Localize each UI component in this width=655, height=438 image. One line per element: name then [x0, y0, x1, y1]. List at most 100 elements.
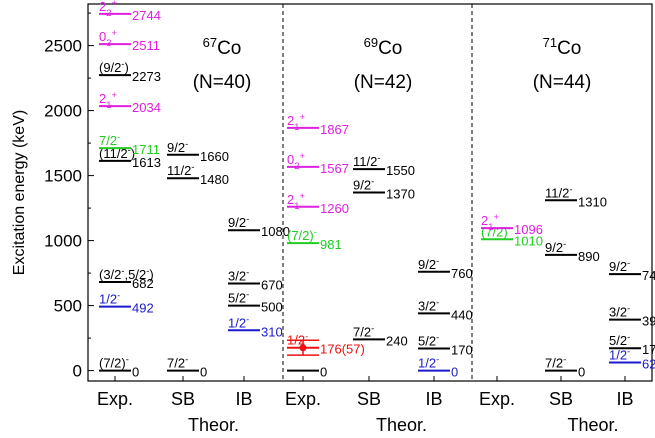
- x-column-label: SB: [357, 389, 381, 409]
- level-energy-label: 172: [642, 342, 655, 357]
- level-energy-label: 890: [578, 249, 600, 264]
- level-energy-label: 1096: [514, 222, 543, 237]
- level-energy-label: 1080: [261, 224, 290, 239]
- y-tick-label: 1500: [44, 167, 82, 186]
- x-column-label: Exp.: [285, 389, 321, 409]
- nucleus-name: 69Co: [364, 35, 403, 60]
- level-energy-label: 0: [451, 365, 458, 380]
- level-energy-label: 176(57): [320, 342, 365, 357]
- level-spin-label: 1/2-: [99, 291, 120, 307]
- x-column-label: SB: [549, 389, 573, 409]
- x-theory-label: Theor.: [188, 415, 239, 435]
- level-energy-label: 1660: [200, 149, 229, 164]
- level-energy-label: 62: [642, 357, 655, 372]
- x-column-label: IB: [616, 389, 633, 409]
- neutron-number-label: (N=44): [533, 72, 592, 93]
- level-energy-label: 682: [132, 276, 154, 291]
- x-theory-label: Theor.: [376, 415, 427, 435]
- level-energy-label: 440: [451, 307, 473, 322]
- x-column-label: IB: [425, 389, 442, 409]
- level-spin-label: 7/2-: [353, 323, 374, 339]
- level-energy-label: 1370: [386, 187, 415, 202]
- level-spin-label: (9/2-): [99, 59, 129, 75]
- nucleus-name: 67Co: [203, 35, 242, 60]
- level-spin-label: (7/2)-: [99, 355, 129, 371]
- level-spin-label: 11/2-: [167, 162, 194, 178]
- level-spin-label: 02+: [287, 151, 305, 171]
- level-energy-label: 1260: [320, 201, 349, 216]
- level-energy-label: 670: [261, 278, 283, 293]
- y-tick-label: 2500: [44, 37, 82, 56]
- y-tick-label: 2000: [44, 102, 82, 121]
- level-energy-label: 1480: [200, 172, 229, 187]
- level-spin-label: 21+: [287, 191, 305, 211]
- level-spin-label: 22+: [99, 0, 117, 18]
- level-energy-label: 1310: [578, 194, 607, 209]
- y-tick-label: 500: [54, 297, 82, 316]
- level-spin-label: 11/2-: [545, 184, 572, 200]
- level-spin-label: 9/2-: [609, 258, 630, 274]
- uncertainty-point: [299, 344, 307, 352]
- level-spin-label: 21+: [481, 212, 499, 232]
- level-energy-label: 0: [320, 365, 327, 380]
- level-energy-label: 0: [578, 365, 585, 380]
- level-spin-label: 7/2-: [545, 355, 566, 371]
- level-energy-label: 742: [642, 268, 655, 283]
- level-spin-label: 9/2-: [228, 214, 249, 230]
- level-energy-label: 170: [451, 343, 473, 358]
- neutron-number-label: (N=40): [193, 72, 252, 93]
- neutron-number-label: (N=42): [354, 72, 413, 93]
- level-spin-label: 5/2-: [418, 333, 439, 349]
- level-energy-label: 1567: [320, 161, 349, 176]
- level-spin-label: 9/2-: [545, 239, 566, 255]
- level-energy-label: 0: [200, 365, 207, 380]
- level-spin-label: 3/2-: [609, 304, 630, 320]
- y-axis-title: Excitation energy (keV): [11, 110, 28, 275]
- level-energy-label: 2034: [132, 100, 161, 115]
- level-spin-label: (11/2-): [99, 145, 135, 161]
- level-spin-label: 9/2-: [167, 139, 188, 155]
- level-spin-label: 1/2-: [228, 314, 249, 330]
- x-column-label: IB: [235, 389, 252, 409]
- level-energy-label: 1867: [320, 122, 349, 137]
- level-energy-label: 760: [451, 266, 473, 281]
- level-energy-label: 500: [261, 300, 283, 315]
- level-spin-label: 21+: [287, 112, 305, 132]
- level-spin-label: 5/2-: [228, 290, 249, 306]
- level-energy-label: 1711: [132, 142, 160, 157]
- level-energy-label: 2511: [132, 38, 160, 53]
- level-spin-label: 03+: [99, 28, 117, 48]
- level-spin-label: 3/2-: [418, 297, 439, 313]
- x-theory-label: Theor.: [567, 415, 618, 435]
- level-energy-label: 392: [642, 314, 655, 329]
- level-spin-label: 11/2-: [353, 153, 380, 169]
- level-energy-label: 310: [261, 324, 283, 339]
- level-energy-label: 240: [386, 333, 408, 348]
- x-column-label: SB: [171, 389, 195, 409]
- level-spin-label: 7/2-: [167, 355, 188, 371]
- nucleus-name: 71Co: [543, 35, 582, 60]
- x-column-label: Exp.: [479, 389, 515, 409]
- level-energy-label: 2273: [132, 69, 161, 84]
- level-spin-label: 1/2-: [418, 355, 439, 371]
- plot-frame: [87, 3, 653, 382]
- y-tick-label: 0: [73, 362, 82, 381]
- level-energy-label: 1010: [514, 233, 543, 248]
- level-energy-label: 2744: [132, 8, 161, 23]
- level-spin-label: (7/2)-: [287, 227, 317, 243]
- level-energy-label: 1550: [386, 163, 415, 178]
- x-column-label: Exp.: [97, 389, 133, 409]
- level-spin-label: 9/2-: [353, 177, 374, 193]
- level-spin-label: (3/2-,5/2-): [99, 266, 154, 282]
- level-energy-label: 0: [132, 365, 139, 380]
- y-tick-label: 1000: [44, 232, 82, 251]
- level-spin-label: 7/2-: [99, 132, 120, 148]
- level-energy-label: 981: [320, 237, 342, 252]
- level-spin-label: 1/2-: [609, 347, 630, 363]
- level-spin-label: 5/2-: [609, 332, 630, 348]
- level-spin-label: 3/2-: [228, 268, 249, 284]
- level-energy-label: 492: [132, 301, 154, 316]
- level-spin-label: 9/2-: [418, 256, 439, 272]
- level-spin-label: 21+: [99, 90, 117, 110]
